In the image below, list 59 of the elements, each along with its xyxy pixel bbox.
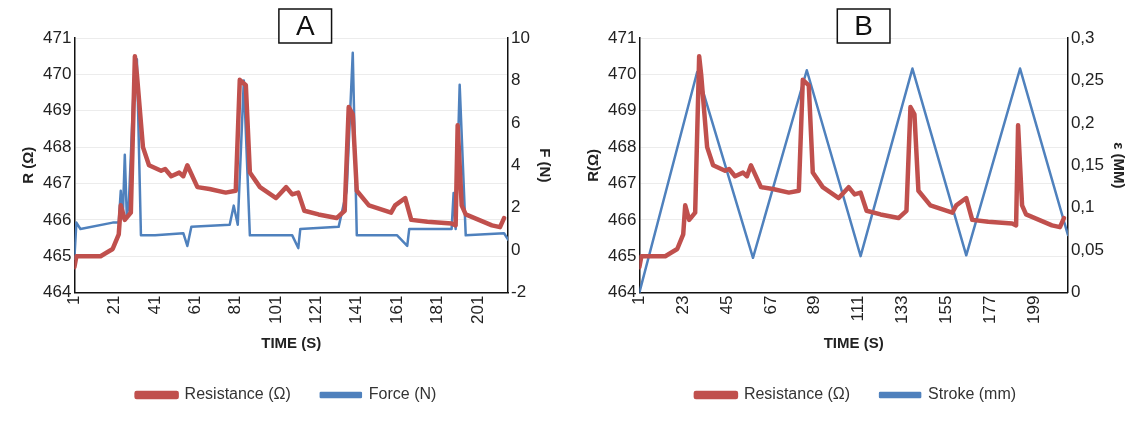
legend-label: Force (N) xyxy=(368,385,437,403)
y-tick-label: 469 xyxy=(607,100,637,120)
chart-title: B xyxy=(854,9,873,41)
y-tick-label: 466 xyxy=(607,209,637,229)
y2-tick-label: 0,25 xyxy=(1070,70,1105,90)
legend-label: Resistance (Ω) xyxy=(184,385,291,403)
x-tick-label: 121 xyxy=(306,295,326,325)
legend-label: Stroke (mm) xyxy=(928,385,1017,403)
x-tick-label: 21 xyxy=(104,295,124,315)
y-tick-label: 468 xyxy=(42,136,72,156)
x-tick-label: 141 xyxy=(346,295,366,325)
y-tick-label: 467 xyxy=(607,173,637,193)
x-tick-label: 89 xyxy=(804,295,824,315)
x-tick-label: 67 xyxy=(760,295,780,315)
x-tick-label: 101 xyxy=(265,295,285,325)
y2-tick-label: 2 xyxy=(511,197,521,217)
x-tick-label: 41 xyxy=(144,295,164,315)
y2-tick-label: 0,3 xyxy=(1070,27,1095,47)
y-axis-title: R (Ω) xyxy=(19,146,37,184)
y-tick-label: 471 xyxy=(607,27,637,47)
chart-title: A xyxy=(295,9,315,41)
x-tick-label: 81 xyxy=(225,295,245,315)
y-tick-label: 467 xyxy=(42,173,72,193)
y2-tick-label: 0,15 xyxy=(1070,155,1105,175)
y-tick-label: 471 xyxy=(42,27,72,47)
y2-tick-label: 0 xyxy=(511,239,521,259)
y2-tick-label: 0,05 xyxy=(1070,239,1105,259)
y-tick-label: 469 xyxy=(42,100,72,120)
x-tick-label: 177 xyxy=(979,295,999,325)
x-axis-title: TIME (S) xyxy=(823,334,884,352)
x-tick-label: 23 xyxy=(672,295,692,315)
x-tick-label: 155 xyxy=(936,295,956,325)
x-tick-label: 111 xyxy=(848,295,868,322)
y2-tick-label: -2 xyxy=(511,282,527,302)
x-tick-label: 181 xyxy=(427,295,447,325)
y-tick-label: 466 xyxy=(42,209,72,229)
x-tick-label: 201 xyxy=(467,295,487,325)
legend-label: Resistance (Ω) xyxy=(743,385,851,403)
y2-tick-label: 10 xyxy=(511,27,531,47)
x-tick-label: 61 xyxy=(185,295,205,315)
y-tick-label: 470 xyxy=(42,64,72,84)
y-tick-label: 465 xyxy=(607,245,637,265)
y2-axis-title: ε (MM) xyxy=(1110,142,1128,189)
y2-tick-label: 0,1 xyxy=(1070,197,1095,217)
x-tick-label: 45 xyxy=(716,295,736,315)
y2-axis-title: F (N) xyxy=(536,148,554,183)
y2-tick-label: 0 xyxy=(1070,282,1081,302)
y-tick-label: 465 xyxy=(42,245,72,265)
y-axis-title: R(Ω) xyxy=(584,148,602,182)
y2-tick-label: 0,2 xyxy=(1070,112,1095,132)
y2-tick-label: 8 xyxy=(511,70,521,90)
y-tick-label: 468 xyxy=(607,136,637,156)
x-tick-label: 133 xyxy=(892,295,912,325)
y2-tick-label: 4 xyxy=(511,155,521,175)
x-tick-label: 161 xyxy=(386,295,406,325)
y-tick-label: 470 xyxy=(607,64,637,84)
x-axis-title: TIME (S) xyxy=(261,334,322,352)
x-tick-label: 199 xyxy=(1023,295,1043,325)
y2-tick-label: 6 xyxy=(511,112,521,132)
